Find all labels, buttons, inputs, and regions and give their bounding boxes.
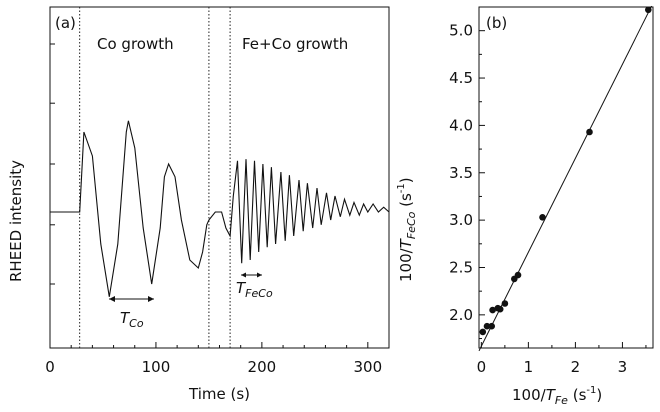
panel-a-xtick-label: 100 <box>142 358 171 376</box>
data-point <box>488 322 496 330</box>
panel-a-xlabel: Time (s) <box>188 385 250 403</box>
panel-a: 0 100 200 300 (a) Co growth Fe+Co growth TC… <box>7 6 390 403</box>
panel-b-xtick-label: 2 <box>571 358 581 376</box>
panel-a-xtick-label: 0 <box>45 358 55 376</box>
data-point <box>501 300 509 307</box>
panel-b-xtick-label: 1 <box>524 358 534 376</box>
panel-b-xlabel: 100/TFe (s-1) <box>512 385 602 407</box>
panel-b-label: (b) <box>486 14 507 32</box>
panel-b-ytick-label: 4.5 <box>449 69 473 87</box>
feco-growth-label: Fe+Co growth <box>242 35 348 53</box>
panel-b-ytick-label: 2.0 <box>449 306 473 324</box>
panel-b-points <box>479 6 652 336</box>
panel-b-xtick-label: 0 <box>477 358 487 376</box>
panel-a-ylabel: RHEED intensity <box>7 160 25 282</box>
data-point <box>645 6 652 14</box>
data-point <box>489 306 496 314</box>
data-point <box>514 271 522 279</box>
panel-a-frame <box>49 6 390 349</box>
panel-b-ytick-label: 5.0 <box>449 22 473 40</box>
tco-label: TCo <box>120 309 144 330</box>
panel-b-ytick-label: 4.0 <box>449 116 473 134</box>
panel-b-ylabel: 100/TFeCo (s-1) <box>396 177 418 282</box>
panel-b-frame <box>478 6 654 349</box>
panel-b-ytick-label: 2.5 <box>449 258 473 276</box>
panel-b-ticks: 0 1 2 3 2.0 2.5 3.0 3.5 4.0 4.5 5.0 <box>449 22 647 376</box>
tfeco-arrowheads <box>241 272 262 278</box>
rheed-intensity-curve <box>50 120 390 297</box>
linear-fit-line <box>478 5 653 352</box>
data-point <box>496 305 504 313</box>
panel-b-ytick-label: 3.0 <box>449 211 473 229</box>
co-growth-label: Co growth <box>97 35 174 53</box>
data-point <box>586 128 593 136</box>
panel-b-ytick-label: 3.5 <box>449 164 473 182</box>
data-point <box>479 328 487 336</box>
panel-a-ticks: 0 100 200 300 <box>45 43 390 376</box>
data-point <box>483 322 491 330</box>
panel-a-label: (a) <box>55 14 76 32</box>
panel-a-dotted-lines <box>79 7 231 348</box>
data-point <box>539 214 546 221</box>
panel-a-xtick-label: 300 <box>353 358 382 376</box>
panel-b: 0 1 2 3 2.0 2.5 3.0 3.5 4.0 4.5 5.0 (b) 100/TFe (s… <box>396 5 654 407</box>
panel-b-xtick-label: 3 <box>618 358 628 376</box>
panel-a-xtick-label: 200 <box>248 358 277 376</box>
tfeco-label: TFeCo <box>236 279 273 300</box>
